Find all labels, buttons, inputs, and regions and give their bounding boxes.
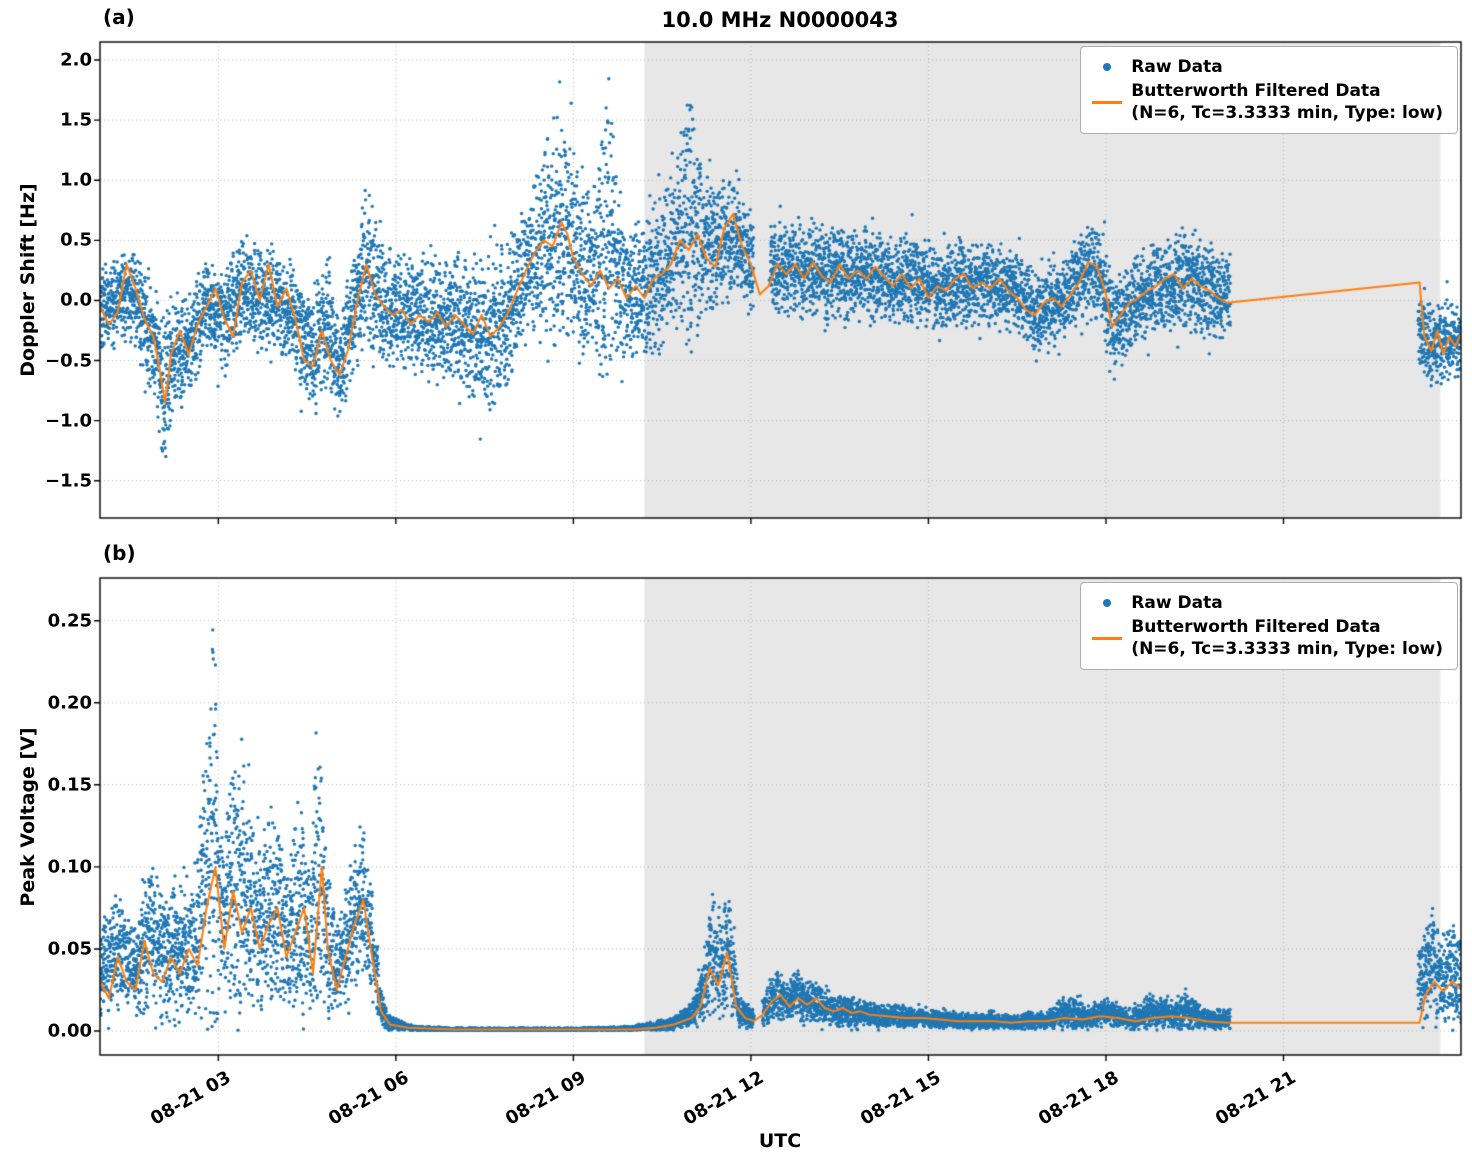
panel-b-label: (b) [103,541,136,565]
legend-entry-raw: Raw Data [1089,592,1443,614]
legend-filtered-line2: (N=6, Tc=3.3333 min, Type: low) [1131,103,1443,124]
y-tick-label: 0.10 [47,856,92,878]
legend-raw-label: Raw Data [1131,593,1223,613]
legend-panel-b: Raw Data Butterworth Filtered Data (N=6,… [1080,582,1458,671]
y-tick-label: 0.15 [47,774,92,796]
y-axis-label-b: Peak Voltage [V] [17,727,39,907]
raw-data-marker-icon [1089,63,1125,72]
chart-title: 10.0 MHz N0000043 [661,8,899,32]
legend-entry-filtered: Butterworth Filtered Data (N=6, Tc=3.333… [1089,80,1443,124]
y-tick-label: 1.0 [60,169,92,191]
raw-data-marker-icon [1089,599,1125,608]
legend-filtered-label: Butterworth Filtered Data (N=6, Tc=3.333… [1131,616,1443,660]
filtered-line-marker-icon [1089,636,1125,640]
y-tick-label: 0.25 [47,610,92,632]
y-axis-label-a: Doppler Shift [Hz] [17,183,39,377]
y-tick-label: 0.20 [47,692,92,714]
legend-filtered-line1: Butterworth Filtered Data [1131,81,1381,102]
x-axis-label: UTC [758,1130,802,1152]
y-tick-label: 1.5 [60,109,92,131]
y-tick-label: −1.5 [45,470,92,492]
filtered-line-marker-icon [1089,100,1125,104]
y-tick-label: 0.0 [60,289,92,311]
legend-filtered-label: Butterworth Filtered Data (N=6, Tc=3.333… [1131,80,1443,124]
legend-raw-label: Raw Data [1131,57,1223,77]
legend-filtered-line1: Butterworth Filtered Data [1131,617,1381,638]
legend-panel-a: Raw Data Butterworth Filtered Data (N=6,… [1080,46,1458,135]
y-tick-label: −0.5 [45,350,92,372]
panel-a-label: (a) [103,5,135,29]
y-tick-label: 2.0 [60,49,92,71]
y-tick-label: −1.0 [45,410,92,432]
y-tick-label: 0.05 [47,938,92,960]
legend-filtered-line2: (N=6, Tc=3.3333 min, Type: low) [1131,639,1443,660]
legend-entry-raw: Raw Data [1089,56,1443,78]
y-tick-label: 0.00 [47,1020,92,1042]
y-tick-label: 0.5 [60,229,92,251]
legend-entry-filtered: Butterworth Filtered Data (N=6, Tc=3.333… [1089,616,1443,660]
